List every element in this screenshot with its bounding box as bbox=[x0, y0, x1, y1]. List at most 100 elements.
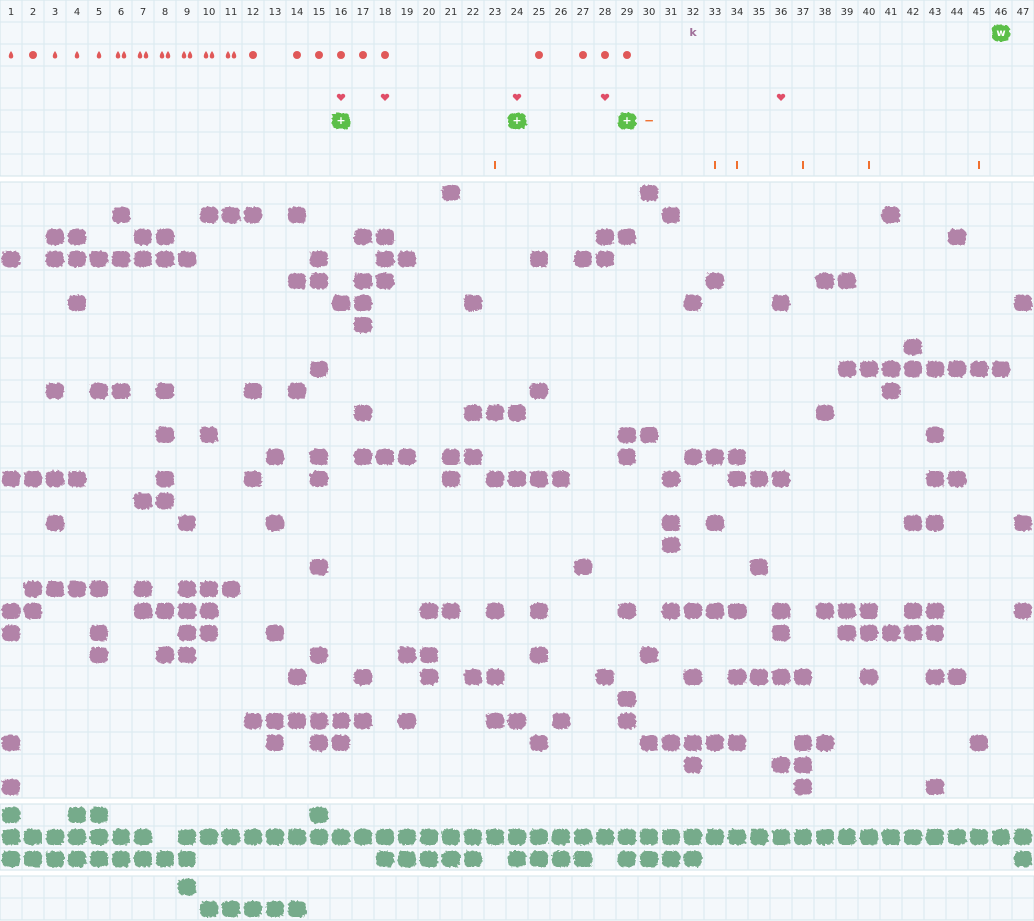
column-number: 16 bbox=[335, 7, 348, 18]
bottom-cell bbox=[288, 901, 306, 917]
purple-cell bbox=[618, 691, 636, 707]
purple-cell bbox=[178, 625, 196, 641]
purple-cell bbox=[244, 207, 262, 223]
purple-cell bbox=[200, 581, 218, 597]
green-cell bbox=[684, 829, 702, 845]
green-cell bbox=[530, 829, 548, 845]
purple-cell bbox=[90, 251, 108, 267]
purple-cell bbox=[442, 449, 460, 465]
column-number: 38 bbox=[819, 7, 832, 18]
column-number: 30 bbox=[643, 7, 656, 18]
column-number: 5 bbox=[96, 7, 102, 18]
minus-label: − bbox=[644, 114, 654, 128]
purple-cell bbox=[200, 625, 218, 641]
green-cell bbox=[464, 851, 482, 867]
dot bbox=[337, 51, 345, 59]
green-cell bbox=[332, 829, 350, 845]
green-cell bbox=[442, 851, 460, 867]
green-cell bbox=[552, 829, 570, 845]
drop bbox=[165, 51, 171, 59]
column-number: 25 bbox=[533, 7, 546, 18]
purple-cell bbox=[2, 735, 20, 751]
tick bbox=[802, 161, 804, 169]
green-cell bbox=[420, 829, 438, 845]
purple-cell bbox=[354, 295, 372, 311]
dot bbox=[359, 51, 367, 59]
green-cell bbox=[24, 851, 42, 867]
purple-cell bbox=[728, 603, 746, 619]
green-cell bbox=[596, 829, 614, 845]
column-number: 8 bbox=[162, 7, 168, 18]
purple-cell bbox=[2, 471, 20, 487]
purple-cell bbox=[178, 581, 196, 597]
plus-label: + bbox=[336, 114, 345, 127]
purple-cell bbox=[376, 229, 394, 245]
green-cell bbox=[750, 829, 768, 845]
column-number: 19 bbox=[401, 7, 414, 18]
purple-cell bbox=[948, 669, 966, 685]
purple-cell bbox=[860, 603, 878, 619]
purple-cell bbox=[310, 449, 328, 465]
green-cell bbox=[134, 851, 152, 867]
purple-cell bbox=[156, 647, 174, 663]
purple-cell bbox=[310, 273, 328, 289]
dot bbox=[601, 51, 609, 59]
column-number: 18 bbox=[379, 7, 392, 18]
column-number: 45 bbox=[973, 7, 986, 18]
purple-cell bbox=[574, 251, 592, 267]
green-cell bbox=[662, 851, 680, 867]
purple-cell bbox=[156, 493, 174, 509]
purple-cell bbox=[90, 383, 108, 399]
green-cell bbox=[46, 829, 64, 845]
purple-cell bbox=[420, 603, 438, 619]
drop bbox=[74, 51, 80, 59]
purple-cell bbox=[816, 273, 834, 289]
green-cell bbox=[662, 829, 680, 845]
column-number: 21 bbox=[445, 7, 458, 18]
purple-cell bbox=[662, 471, 680, 487]
green-cell bbox=[640, 851, 658, 867]
purple-cell bbox=[948, 361, 966, 377]
green-cell bbox=[706, 829, 724, 845]
purple-cell bbox=[90, 625, 108, 641]
green-cell bbox=[200, 829, 218, 845]
dot bbox=[535, 51, 543, 59]
green-cell bbox=[948, 829, 966, 845]
purple-cell bbox=[376, 251, 394, 267]
purple-cell bbox=[156, 383, 174, 399]
purple-cell bbox=[838, 625, 856, 641]
purple-cell bbox=[178, 603, 196, 619]
drop bbox=[121, 51, 127, 59]
purple-cell bbox=[2, 779, 20, 795]
purple-cell bbox=[618, 427, 636, 443]
purple-cell bbox=[244, 471, 262, 487]
green-cell bbox=[860, 829, 878, 845]
purple-cell bbox=[178, 647, 196, 663]
purple-cell bbox=[772, 669, 790, 685]
green-cell bbox=[794, 829, 812, 845]
drop bbox=[96, 51, 102, 59]
purple-cell bbox=[266, 625, 284, 641]
purple-cell bbox=[464, 449, 482, 465]
purple-cell bbox=[68, 471, 86, 487]
purple-cell bbox=[750, 559, 768, 575]
purple-cell bbox=[948, 229, 966, 245]
column-number: 28 bbox=[599, 7, 612, 18]
purple-cell bbox=[134, 251, 152, 267]
drop bbox=[231, 51, 237, 59]
purple-cell bbox=[926, 471, 944, 487]
column-number: 33 bbox=[709, 7, 722, 18]
purple-cell bbox=[68, 229, 86, 245]
purple-cell bbox=[706, 449, 724, 465]
purple-cell bbox=[860, 361, 878, 377]
purple-cell bbox=[530, 735, 548, 751]
purple-cell bbox=[772, 603, 790, 619]
tick bbox=[868, 161, 870, 169]
green-cell bbox=[376, 851, 394, 867]
green-cell bbox=[112, 829, 130, 845]
purple-cell bbox=[420, 669, 438, 685]
purple-cell bbox=[46, 471, 64, 487]
purple-cell bbox=[772, 295, 790, 311]
purple-cell bbox=[926, 515, 944, 531]
